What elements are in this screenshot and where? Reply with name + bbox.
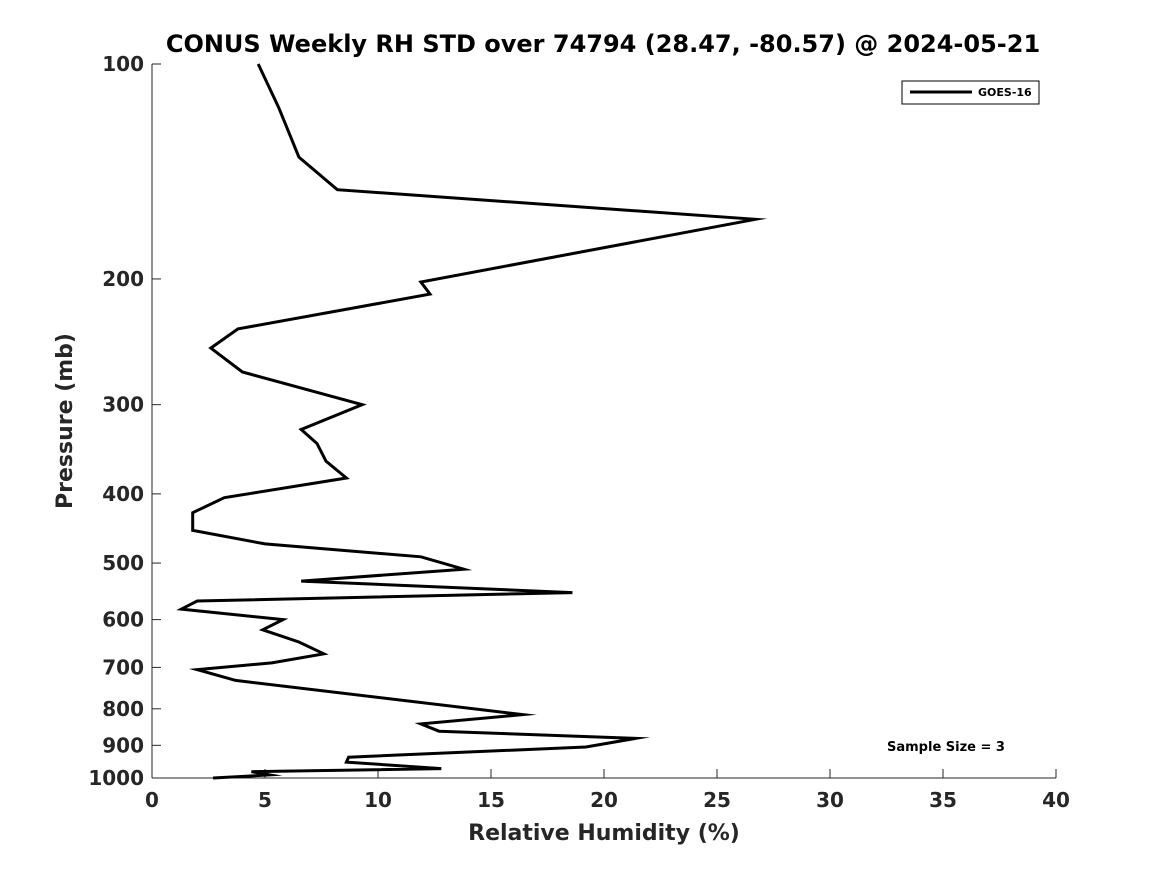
chart-title: CONUS Weekly RH STD over 74794 (28.47, -… — [166, 30, 1040, 58]
x-tick-label: 10 — [364, 788, 392, 812]
y-tick-label: 100 — [102, 52, 144, 76]
y-tick-label: 400 — [102, 482, 144, 506]
sample-size-annotation: Sample Size = 3 — [887, 740, 1005, 755]
y-tick-label: 800 — [102, 697, 144, 721]
legend: GOES-16 — [901, 80, 1040, 105]
y-axis-label: Pressure (mb) — [53, 333, 78, 509]
plot-area — [151, 64, 1056, 779]
series-layer — [176, 63, 768, 780]
y-tick-label: 300 — [102, 393, 144, 417]
x-tick-label: 0 — [145, 788, 159, 812]
y-tick-label: 700 — [102, 655, 144, 679]
x-tick-label: 20 — [590, 788, 618, 812]
x-ticks: 0 5 10 15 20 25 30 35 40 — [145, 769, 1070, 812]
y-tick-label: 500 — [102, 551, 144, 575]
y-tick-label: 1000 — [88, 766, 144, 790]
x-tick-label: 40 — [1042, 788, 1070, 812]
y-tick-label: 600 — [102, 608, 144, 632]
x-tick-label: 25 — [703, 788, 731, 812]
y-tick-label: 900 — [102, 733, 144, 757]
y-tick-label: 200 — [102, 267, 144, 291]
x-tick-label: 5 — [258, 788, 272, 812]
series-line-goes-16 — [176, 63, 768, 780]
x-tick-label: 30 — [816, 788, 844, 812]
x-axis-label: Relative Humidity (%) — [468, 821, 740, 846]
x-tick-label: 15 — [477, 788, 505, 812]
x-tick-label: 35 — [929, 788, 957, 812]
legend-label: GOES-16 — [978, 86, 1032, 99]
y-ticks: 100 200 300 400 500 600 700 800 900 1000 — [88, 52, 161, 790]
